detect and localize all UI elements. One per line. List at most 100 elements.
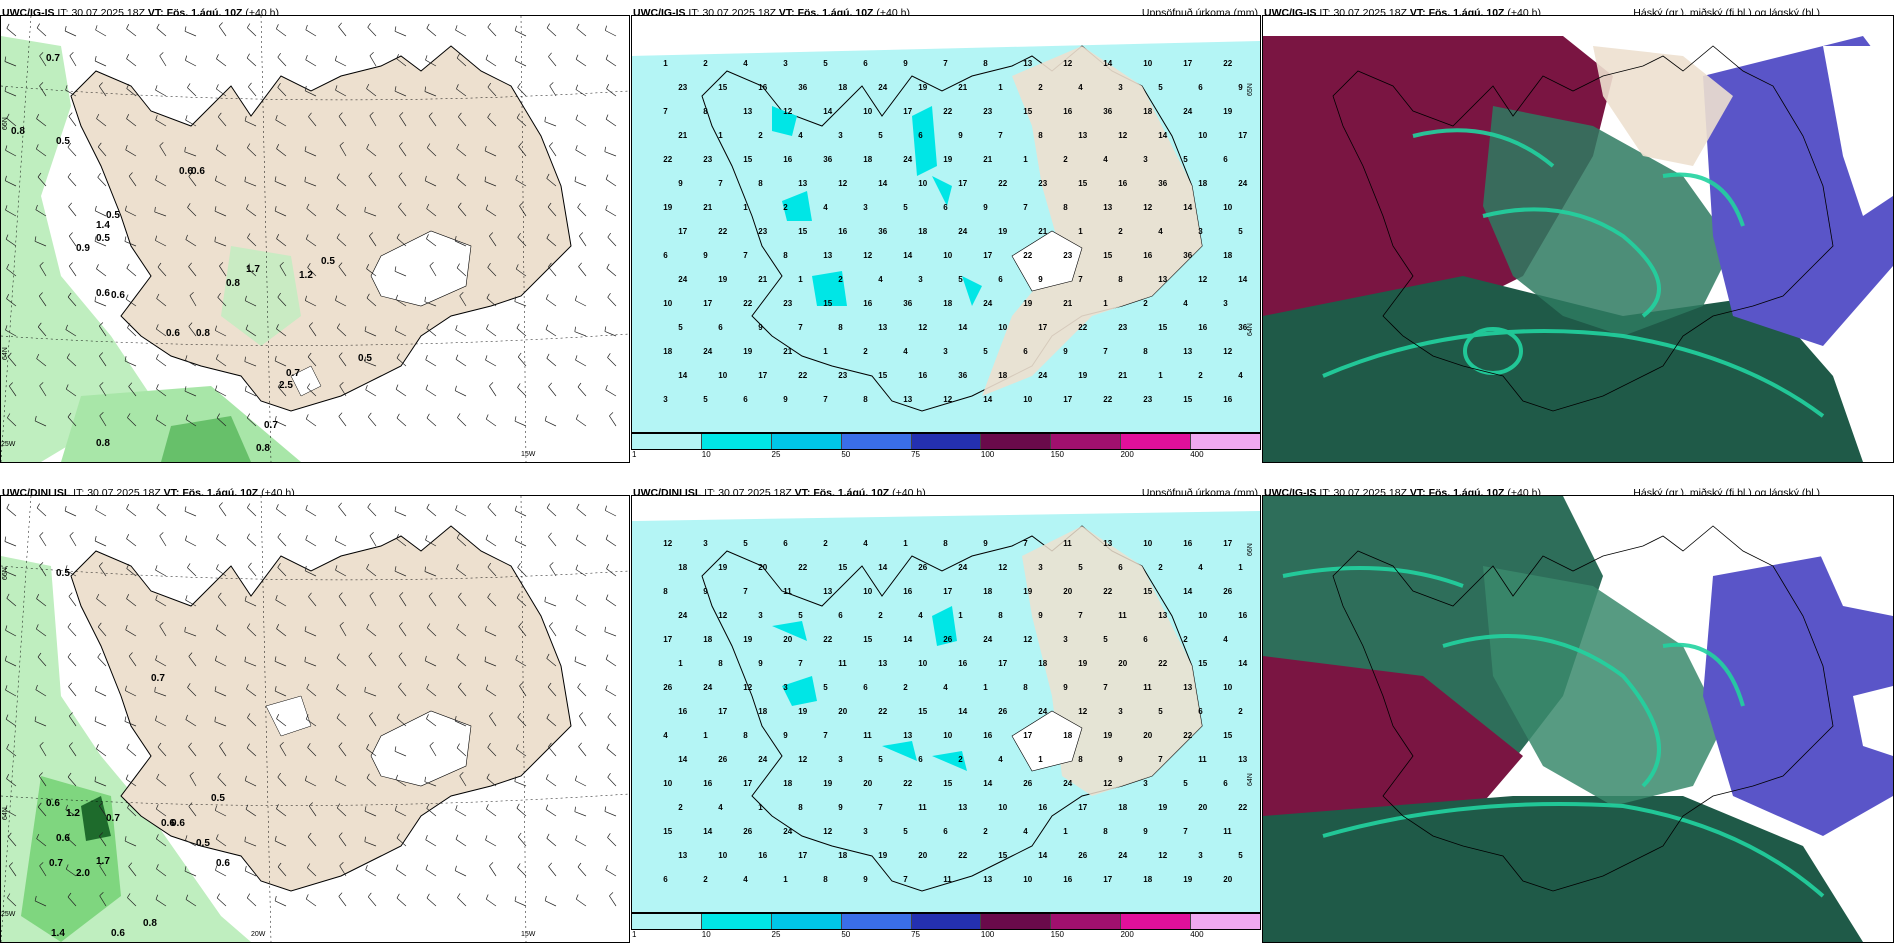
wind-barb [187, 687, 197, 697]
wind-barb-flag [39, 82, 44, 87]
precip-map[interactable]: 66N 64N 12 3 5 6 2 4 1 8 9 7 11 13 10 16 17 18 19 20 22 15 1… [631, 495, 1261, 913]
precip-value: 13 [878, 659, 887, 668]
wind-barb [517, 717, 527, 727]
wind-barb-flag [338, 832, 343, 837]
wind-barb [545, 329, 557, 337]
wind-barb-flag [367, 892, 372, 898]
wind-barb-flag [67, 172, 72, 178]
wind-barb-flag [64, 506, 67, 512]
wind-barb [187, 87, 197, 97]
wind-barb-flag [367, 503, 371, 508]
wind-barb-flag [304, 656, 306, 662]
wind-barb-flag [424, 655, 427, 661]
wind-barb [185, 119, 197, 127]
precip-value: 4 [1198, 563, 1203, 572]
precip-value: 12 [823, 827, 832, 836]
precip-value: 16 [1063, 875, 1072, 884]
wind-barb [185, 60, 197, 67]
precip-value: 12 [743, 683, 752, 692]
precip-value: 6 [863, 59, 868, 68]
wind-barb [605, 118, 617, 127]
precip-value: 3 [1038, 563, 1043, 572]
wind-barb-flag [605, 654, 609, 660]
precip-value: 1 [1238, 563, 1243, 572]
wind-barb [549, 565, 557, 577]
wind-barb [394, 270, 407, 277]
precip-value: 16 [958, 659, 967, 668]
precip-value: 12 [798, 755, 807, 764]
wind-barb-flag [338, 592, 343, 597]
wind-barb-flag [514, 416, 517, 422]
gust-value: 0.5 [196, 838, 210, 849]
colorbar-tick-label: 50 [841, 450, 851, 459]
precip-value: 19 [743, 347, 752, 356]
precip-value: 22 [1183, 731, 1192, 740]
precip-value: 16 [918, 371, 927, 380]
wind-barb [8, 385, 17, 397]
wind-barb [486, 808, 497, 817]
wind-barb-flag [425, 864, 429, 870]
wind-barb-flag [546, 353, 550, 359]
precip-value: 2 [1143, 299, 1148, 308]
wind-barb [214, 241, 227, 247]
wind-barb [279, 265, 287, 277]
wind-barb-flag [517, 232, 521, 238]
wind-barb-flag [127, 323, 131, 328]
wind-barb [36, 148, 47, 157]
precip-value: 1 [758, 803, 763, 812]
wind-map[interactable]: 66N 64N 25W 20W 15W 0.5 0.7 0.5 0.6 1.2 0.7 0.… [0, 495, 630, 943]
precip-value: 1 [1158, 371, 1163, 380]
wind-barb [185, 599, 197, 607]
wind-barb [94, 301, 107, 307]
wind-barb [305, 509, 317, 517]
precip-value: 5 [798, 611, 803, 620]
precip-value: 9 [678, 179, 683, 188]
precip-map[interactable]: 65N 64N 1 2 4 3 5 6 9 7 8 13 12 14 10 17 22 23 15 16 36 18 2… [631, 15, 1261, 433]
wind-barb [485, 898, 497, 907]
precip-value: 15 [863, 635, 872, 644]
wind-barb [515, 268, 527, 277]
wind-barb-flag [398, 622, 403, 627]
cloud-map[interactable] [1262, 15, 1894, 463]
precip-colorbar [631, 433, 1261, 450]
precip-value: 6 [918, 755, 923, 764]
wind-barb [398, 625, 407, 637]
wind-barb-flag [124, 356, 127, 362]
wind-barb-flag [514, 896, 517, 902]
precip-value: 16 [758, 851, 767, 860]
wind-barb [546, 238, 557, 247]
cloud-map[interactable] [1262, 495, 1894, 943]
wind-barb [5, 329, 17, 337]
wind-barb [487, 747, 497, 757]
precip-value: 2 [878, 611, 883, 620]
precip-value: 1 [718, 131, 723, 140]
wind-barb [124, 721, 137, 727]
wind-barb [279, 745, 287, 757]
wind-barb [189, 775, 197, 787]
wind-barb-flag [398, 172, 403, 177]
precip-value: 8 [1038, 131, 1043, 140]
wind-barb [67, 416, 77, 427]
wind-map[interactable]: 66N 64N 25W 15W 0.7 0.8 0.5 0.6 0.6 1.4 0.5 0.9… [0, 15, 630, 463]
precip-value: 2 [783, 203, 788, 212]
precip-value: 19 [1158, 803, 1167, 812]
precip-value: 24 [1038, 707, 1047, 716]
wind-barb-flag [517, 352, 522, 358]
wind-barb-flag [575, 355, 578, 361]
wind-barb-flag [396, 233, 400, 239]
lon-label: 25W [1, 441, 16, 448]
wind-barb [605, 539, 617, 547]
wind-barb [428, 115, 437, 127]
wind-barb-flag [485, 684, 489, 690]
precip-value: 8 [1078, 755, 1083, 764]
wind-barb [369, 115, 377, 127]
wind-barb-flag [304, 85, 307, 91]
wind-barb-flag [39, 532, 44, 537]
wind-barb-flag [425, 535, 428, 541]
wind-barb [276, 148, 287, 157]
wind-barb-flag [307, 352, 312, 358]
wind-barb [274, 210, 287, 217]
wind-barb-flag [394, 805, 397, 811]
precip-value: 14 [1238, 659, 1247, 668]
wind-barb [366, 628, 377, 637]
